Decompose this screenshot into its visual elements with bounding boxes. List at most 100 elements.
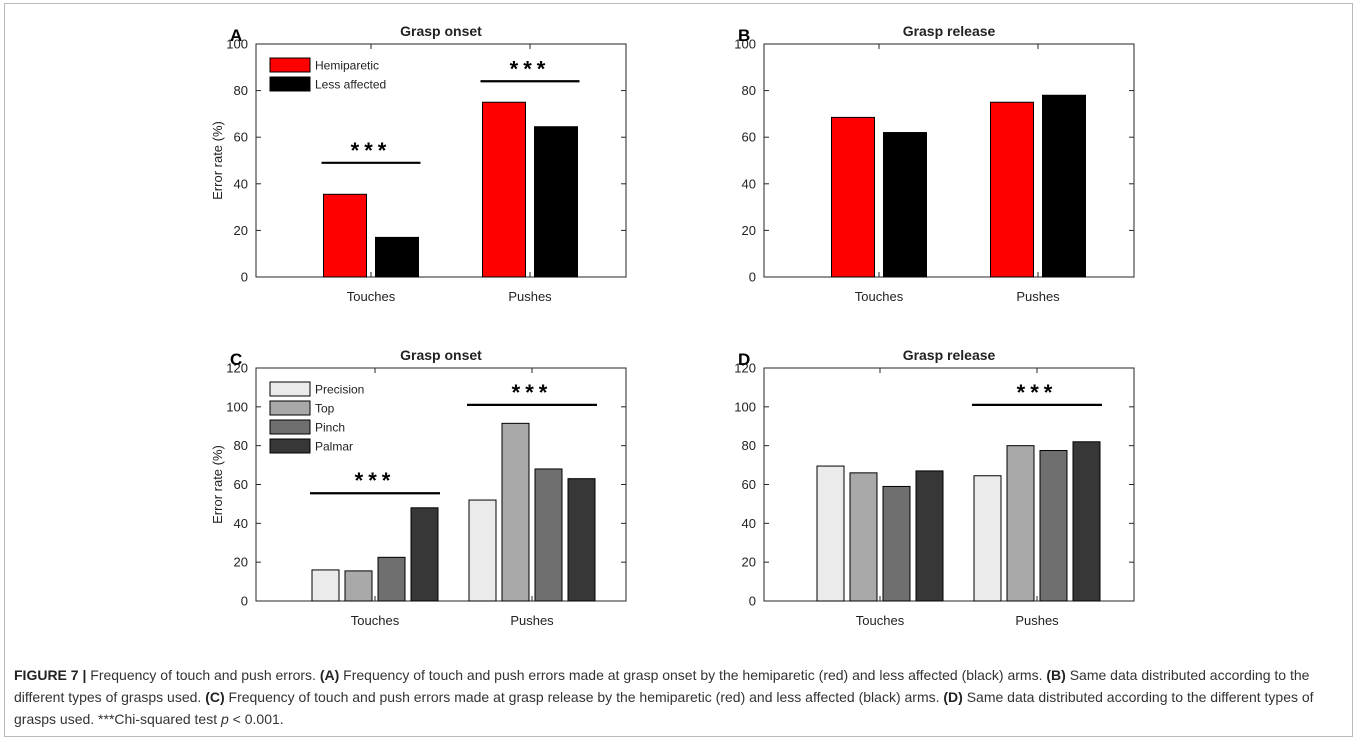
legend-label: Precision xyxy=(315,383,364,397)
x-tick-label: Pushes xyxy=(510,613,554,628)
significance-label: *** xyxy=(512,380,553,405)
y-axis-label: Error rate (%) xyxy=(210,445,225,524)
x-tick-label: Touches xyxy=(855,289,904,304)
y-tick-label: 20 xyxy=(742,555,756,570)
y-tick-label: 80 xyxy=(234,438,248,453)
bar xyxy=(1042,94,1086,278)
bar xyxy=(1006,445,1035,602)
y-tick-label: 80 xyxy=(742,83,756,98)
figure-frame xyxy=(4,3,1353,737)
y-tick-label: 120 xyxy=(226,361,248,376)
caption-figure-label: FIGURE 7 | xyxy=(14,667,87,683)
bar xyxy=(567,478,596,602)
caption-text-d: Same data distributed according to the d… xyxy=(14,689,1314,727)
bar xyxy=(816,465,845,602)
legend-swatch xyxy=(269,381,311,397)
bar xyxy=(323,193,367,278)
y-tick-label: 20 xyxy=(234,223,248,238)
legend-label: Hemiparetic xyxy=(315,59,379,73)
panel-c: 0 20 40 60 80 100 120 Touches Pushes Grasp onset C… xyxy=(210,347,627,628)
bar xyxy=(534,468,563,602)
y-tick-label: 60 xyxy=(742,477,756,492)
y-tick-label: 40 xyxy=(742,176,756,191)
caption-p-symbol: p xyxy=(221,711,229,727)
x-tick-label: Pushes xyxy=(1016,289,1060,304)
y-tick-label: 60 xyxy=(742,130,756,145)
x-tick-label: Pushes xyxy=(1015,613,1059,628)
bar xyxy=(311,569,340,602)
axes-box xyxy=(255,43,627,278)
bar xyxy=(915,470,944,602)
y-tick-label: 40 xyxy=(742,516,756,531)
y-axis-label: Error rate (%) xyxy=(210,121,225,200)
bar xyxy=(990,101,1034,278)
x-tick-label: Touches xyxy=(856,613,905,628)
bar xyxy=(849,472,878,602)
panel-title: Grasp release xyxy=(903,347,996,363)
caption-text-b: Same data distributed according to the d… xyxy=(14,667,1310,705)
axes-box xyxy=(763,43,1135,278)
panel-title: Grasp onset xyxy=(400,347,482,363)
bar xyxy=(482,101,526,278)
bar xyxy=(882,485,911,602)
bar xyxy=(973,475,1002,602)
bar xyxy=(534,126,578,278)
bar xyxy=(375,236,419,278)
panel-b: 0 20 40 60 80 100 Touches Pushes Grasp release B xyxy=(734,23,1135,304)
caption-label-b: (B) xyxy=(1046,667,1066,683)
caption-label-a: (A) xyxy=(319,667,340,683)
legend-swatch xyxy=(269,438,311,454)
panel-a: 0 20 40 60 80 100 Touches Pushes Grasp onset A Err… xyxy=(210,23,627,304)
significance-label: *** xyxy=(355,468,396,493)
y-tick-label: 60 xyxy=(234,477,248,492)
y-tick-label: 0 xyxy=(241,594,248,609)
significance-label: *** xyxy=(510,56,551,81)
legend-label: Palmar xyxy=(315,440,353,454)
panel-letter: D xyxy=(738,350,750,369)
panel-title: Grasp release xyxy=(903,23,996,39)
y-tick-label: 60 xyxy=(234,130,248,145)
y-tick-label: 20 xyxy=(742,223,756,238)
legend-swatch xyxy=(269,419,311,435)
bar xyxy=(1072,441,1101,602)
caption-text-a: Frequency of touch and push errors made … xyxy=(339,667,1047,683)
y-tick-label: 100 xyxy=(734,37,756,52)
panel-title: Grasp onset xyxy=(400,23,482,39)
bar xyxy=(344,570,373,602)
significance-label: *** xyxy=(351,138,392,163)
panel-letter: B xyxy=(738,26,750,45)
y-tick-label: 80 xyxy=(234,83,248,98)
y-tick-label: 0 xyxy=(749,594,756,609)
y-tick-label: 100 xyxy=(226,399,248,414)
caption-label-c: (C) xyxy=(205,689,225,705)
x-tick-label: Pushes xyxy=(508,289,552,304)
bar xyxy=(883,132,927,278)
bar xyxy=(410,507,439,602)
legend-label: Less affected xyxy=(315,78,386,92)
legend-swatch xyxy=(269,57,311,73)
bar xyxy=(501,422,530,602)
figure-caption: FIGURE 7 | Frequency of touch and push e… xyxy=(14,664,1349,730)
y-tick-label: 20 xyxy=(234,555,248,570)
caption-p-rest: < 0.001. xyxy=(228,711,284,727)
bar xyxy=(468,499,497,602)
bar xyxy=(377,556,406,602)
legend-swatch xyxy=(269,400,311,416)
caption-text: Frequency of touch and push errors. xyxy=(86,667,320,683)
y-tick-label: 0 xyxy=(749,270,756,285)
caption-label-d: (D) xyxy=(943,689,963,705)
y-tick-label: 40 xyxy=(234,176,248,191)
bar xyxy=(1039,450,1068,602)
figure-panels: 0 20 40 60 80 100 Touches Pushes Grasp onset A Err… xyxy=(210,23,1135,628)
significance-label: *** xyxy=(1017,380,1058,405)
bar xyxy=(831,116,875,278)
y-tick-label: 100 xyxy=(734,399,756,414)
x-tick-label: Touches xyxy=(351,613,400,628)
y-tick-label: 40 xyxy=(234,516,248,531)
legend-label: Pinch xyxy=(315,421,345,435)
y-tick-label: 0 xyxy=(241,270,248,285)
legend-swatch xyxy=(269,76,311,92)
y-tick-label: 80 xyxy=(742,438,756,453)
y-tick-label: 120 xyxy=(734,361,756,376)
caption-text-c: Frequency of touch and push errors made … xyxy=(224,689,944,705)
